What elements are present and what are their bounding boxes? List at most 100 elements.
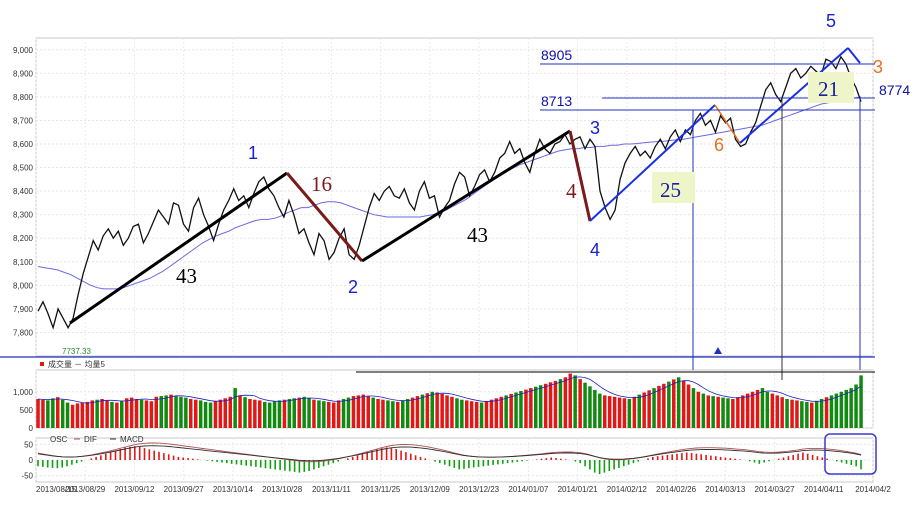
volume-bar [455, 398, 459, 428]
macd-osc-bar [748, 460, 751, 462]
macd-osc-bar [327, 460, 330, 465]
macd-osc-bar [172, 455, 175, 460]
macd-osc-bar [603, 460, 606, 473]
macd-osc-bar [288, 460, 291, 472]
macd-osc-bar [37, 460, 39, 467]
macd-osc-bar [211, 460, 214, 462]
volume-bar [85, 401, 90, 428]
macd-osc-bar [840, 460, 843, 463]
x-tick-label: 2014/01/21 [558, 485, 599, 494]
x-tick-label: 2014/04/2 [855, 485, 891, 494]
volume-bar [105, 400, 109, 428]
macd-osc-bar [269, 460, 272, 469]
volume-bar [154, 396, 158, 428]
macd-osc-bar [293, 460, 296, 472]
macd-osc-bar [836, 460, 838, 462]
macd-osc-bar [114, 450, 117, 460]
macd-osc-bar [42, 460, 44, 467]
volume-bar [691, 388, 696, 428]
volume-bar [169, 394, 173, 428]
wave-label-1: 1 [248, 143, 258, 163]
volume-bar [302, 396, 306, 428]
volume-bar [41, 399, 45, 428]
volume-bar [548, 382, 553, 428]
volume-bar [396, 401, 400, 428]
volume-bar [410, 397, 415, 428]
x-tick-label: 2014/01/07 [508, 485, 549, 494]
volume-bar [632, 396, 637, 428]
level-label-8905: 8905 [541, 47, 572, 63]
macd-osc-bar [564, 459, 567, 460]
macd-osc-bar [705, 455, 707, 460]
volume-bar [726, 398, 730, 428]
macd-osc-bar [700, 454, 702, 460]
volume-bar [460, 399, 464, 428]
volume-bar [755, 389, 760, 428]
count-label-25: 25 [660, 178, 681, 202]
volume-bar [159, 396, 163, 428]
volume-bar [617, 397, 622, 428]
macd-osc-bar [608, 460, 611, 471]
macd-osc-bar [177, 456, 180, 460]
volume-bar [391, 401, 395, 428]
macd-osc-bar [860, 460, 862, 470]
volume-bar [494, 398, 499, 428]
macd-osc-bar [550, 457, 552, 460]
volume-bar [701, 393, 706, 428]
volume-bar [662, 383, 666, 428]
volume-bar [770, 393, 775, 428]
macd-osc-bar [75, 460, 78, 464]
macd-osc-bar [347, 458, 349, 460]
count-label-21: 21 [818, 77, 839, 101]
macd-osc-bar [197, 459, 199, 460]
macd-osc-bar [816, 456, 819, 460]
count-label-43a: 43 [176, 264, 197, 288]
x-tick-label: 2013/09/27 [164, 485, 205, 494]
macd-osc-bar [134, 446, 136, 460]
min-price-marker: 7737.33 [62, 347, 91, 356]
volume-bar [524, 389, 528, 428]
volume-bar [125, 398, 129, 428]
macd-osc-bar [308, 460, 310, 471]
volume-bar [681, 380, 686, 428]
x-tick-label: 2013/12/23 [459, 485, 500, 494]
volume-bar [578, 379, 582, 428]
volume-bar [780, 397, 784, 428]
volume-bar [203, 401, 208, 428]
macd-legend-osc: OSC [50, 435, 68, 444]
macd-osc-bar [361, 453, 364, 460]
volume-bar [504, 395, 508, 428]
volume-bar [795, 400, 799, 428]
macd-osc-bar [521, 460, 523, 462]
macd-osc-bar [739, 459, 741, 460]
macd-osc-bar [763, 460, 765, 463]
macd-osc-bar [555, 458, 557, 460]
macd-y-tick-label: 50 [24, 440, 33, 449]
macd-osc-bar [487, 460, 489, 466]
macd-highlight-box [824, 433, 877, 475]
x-tick-label: 2013/10/28 [262, 485, 303, 494]
price-y-tick-label: 8,600 [13, 140, 34, 149]
x-tick-label: 2014/02/26 [656, 485, 697, 494]
macd-osc-bar [318, 460, 320, 468]
macd-osc-bar [681, 453, 683, 460]
macd-osc-bar [163, 453, 165, 460]
macd-osc-bar [787, 456, 790, 460]
volume-bar [292, 398, 296, 428]
macd-osc-bar [250, 460, 252, 467]
volume-bar [721, 397, 725, 428]
volume-bar [134, 399, 139, 428]
macd-osc-bar [448, 460, 451, 467]
volume-bar [849, 388, 853, 428]
macd-osc-bar [124, 447, 126, 460]
volume-bar [538, 385, 543, 428]
volume-bar [469, 401, 474, 428]
volume-bar [258, 400, 262, 428]
macd-osc-bar [676, 453, 678, 460]
volume-bar [70, 404, 75, 428]
volume-bar [598, 393, 602, 428]
macd-osc-bar [51, 460, 54, 468]
macd-osc-bar [695, 453, 698, 460]
volume-bar [829, 395, 834, 428]
